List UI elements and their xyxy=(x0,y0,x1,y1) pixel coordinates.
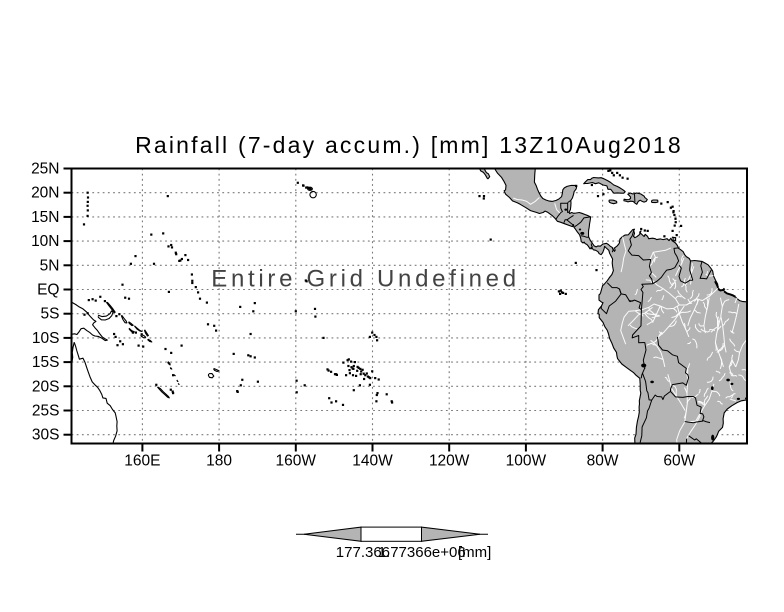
svg-text:1.77366e+06: 1.77366e+06 xyxy=(378,544,466,561)
svg-text:177.366: 177.366 xyxy=(336,544,390,561)
svg-text:140W: 140W xyxy=(352,453,393,470)
svg-text:10N: 10N xyxy=(31,233,59,250)
svg-text:20S: 20S xyxy=(32,378,60,395)
svg-text:15N: 15N xyxy=(31,209,59,226)
svg-text:60W: 60W xyxy=(663,453,695,470)
svg-text:30S: 30S xyxy=(32,427,60,444)
svg-text:160W: 160W xyxy=(276,453,317,470)
svg-text:Entire Grid Undefined: Entire Grid Undefined xyxy=(211,266,520,293)
svg-text:180: 180 xyxy=(206,453,232,470)
svg-text:160E: 160E xyxy=(124,453,160,470)
svg-text:5S: 5S xyxy=(41,306,60,323)
svg-text:80W: 80W xyxy=(587,453,619,470)
svg-text:120W: 120W xyxy=(429,453,470,470)
svg-text:15S: 15S xyxy=(32,354,60,371)
svg-text:10S: 10S xyxy=(32,330,60,347)
svg-text:25S: 25S xyxy=(32,403,60,420)
svg-text:EQ: EQ xyxy=(37,282,59,299)
svg-text:Rainfall (7-day accum.) [mm] 1: Rainfall (7-day accum.) [mm] 13Z10Aug201… xyxy=(135,132,683,158)
svg-text:100W: 100W xyxy=(506,453,547,470)
svg-text:5N: 5N xyxy=(40,257,60,274)
svg-text:25N: 25N xyxy=(31,161,59,178)
svg-text:[mm]: [mm] xyxy=(458,544,491,561)
svg-text:20N: 20N xyxy=(31,185,59,202)
